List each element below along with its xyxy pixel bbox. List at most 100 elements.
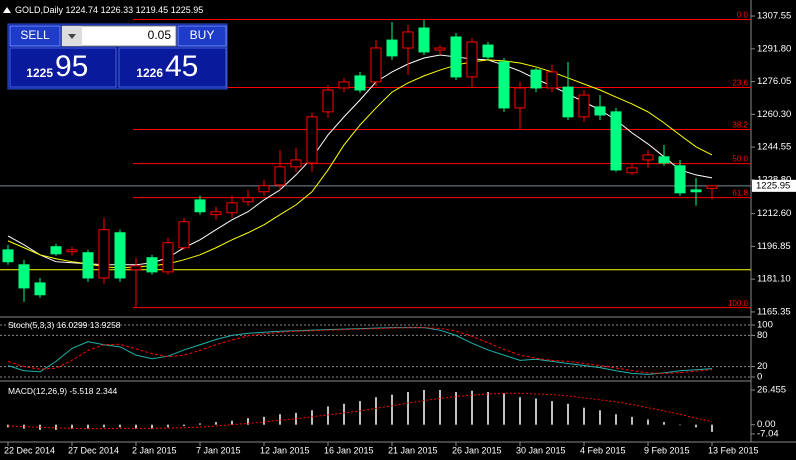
macd-bar [503,393,505,425]
ask-box[interactable] [118,47,227,88]
candle-body [130,265,142,271]
ohlc-close: 1225.95 [171,5,204,15]
x-tick-label: 26 Jan 2015 [452,445,502,455]
candle-body [18,264,30,289]
x-tick-label: 9 Feb 2015 [644,445,690,455]
macd-bar [119,424,121,428]
candle-body [706,185,718,189]
macd-bar [567,403,569,425]
y-tick-label: -7.04 [757,428,779,439]
y-tick-label: 20 [757,361,768,372]
candle-body [146,257,158,273]
x-tick-label: 12 Jan 2015 [260,445,310,455]
candle-body [242,197,254,203]
candle-body [2,249,14,263]
macd-bar [231,420,233,425]
y-tick-label: 1291.80 [757,43,791,54]
lot-value: 0.05 [148,28,172,42]
macd-bar [519,397,521,425]
bid-box[interactable] [9,47,117,88]
buy-button[interactable] [177,25,227,47]
candle-body [386,39,398,57]
candle-body [290,159,302,168]
macd-bar [167,424,169,428]
candle-body [258,185,270,193]
candle-body [274,166,286,186]
candle-body [162,242,174,273]
candle-body [530,69,542,89]
y-tick-label: 1165.35 [757,306,791,317]
sell-button[interactable] [9,25,61,47]
ohlc-open: 1224.74 [66,5,99,15]
macd-bar [199,423,201,425]
menu-triangle[interactable] [3,7,11,13]
macd-bar [647,419,649,425]
price-tag-label: 1225.95 [756,180,790,191]
indicator-title: MACD(12,26,9) -5.518 2.344 [8,386,117,396]
x-tick-label: 13 Feb 2015 [708,445,759,455]
spinner-arrow [68,34,76,39]
candle-body [514,87,526,109]
y-tick-label: 1244.55 [757,142,791,153]
indicator-name: MACD(12,26,9) [8,386,67,396]
ask-big-figure: 1226 [136,66,163,80]
macd-bar [423,390,425,425]
x-tick-label: 22 Dec 2014 [4,445,55,455]
candle-body [578,94,590,118]
ask-pips: 45 [165,50,198,83]
macd-bar [695,424,697,428]
y-tick-label: 1212.60 [757,208,791,219]
macd-bar [631,416,633,425]
candle-body [66,249,78,253]
y-tick-label: 0.00 [757,419,776,430]
candle-body [610,111,622,171]
macd-bar [135,424,137,429]
symbol: GOLD,Daily [15,5,64,15]
macd-bar [551,401,553,425]
candle-body [482,44,494,58]
candle-body [450,36,462,78]
candle-body [114,232,126,279]
candle-body [626,167,638,174]
macd-bar [311,410,313,425]
indicator-name: Stoch(5,3,3) [8,320,54,330]
chart-header: GOLD,Daily 1224.74 1226.33 1219.45 1225.… [15,5,203,15]
candle-body [466,41,478,78]
candle-body [642,154,654,161]
candle-body [322,89,334,113]
indicator-title: Stoch(5,3,3) 16.0299 13.9258 [8,320,121,330]
candle-body [418,27,430,53]
macd-bar [487,391,489,425]
ohlc-low: 1219.45 [136,5,169,15]
trade-panel: SELL 0.05 BUY 1225 95 1226 45 [7,23,228,90]
macd-bar [183,424,185,426]
fib-label: 61.8 [732,189,748,198]
buy-label: BUY [190,28,215,42]
candle-body [178,221,190,249]
macd-bar [247,418,249,425]
candle-body [226,202,238,214]
macd-bar [599,410,601,425]
macd-bar [327,406,329,425]
indicator-value: 16.0299 [57,320,88,330]
candle-body [434,47,446,51]
candle-body [34,282,46,296]
macd-bar [263,416,265,425]
ohlc-high: 1226.33 [101,5,134,15]
candle-body [210,211,222,216]
bid-big-figure: 1225 [26,66,53,80]
candle-body [498,61,510,109]
macd-bar [711,424,713,432]
macd-bar [279,414,281,425]
stoch-line [7,327,713,375]
y-tick-label: 26.455 [757,385,786,396]
macd-bar [103,424,105,428]
macd-bar [391,394,393,425]
y-tick-label: 1307.55 [757,11,791,22]
macd-bar [343,403,345,425]
fib-label: 23.6 [732,79,748,88]
candle-body [98,229,110,279]
y-tick-label: 1196.85 [757,241,791,252]
candle-body [690,189,702,193]
